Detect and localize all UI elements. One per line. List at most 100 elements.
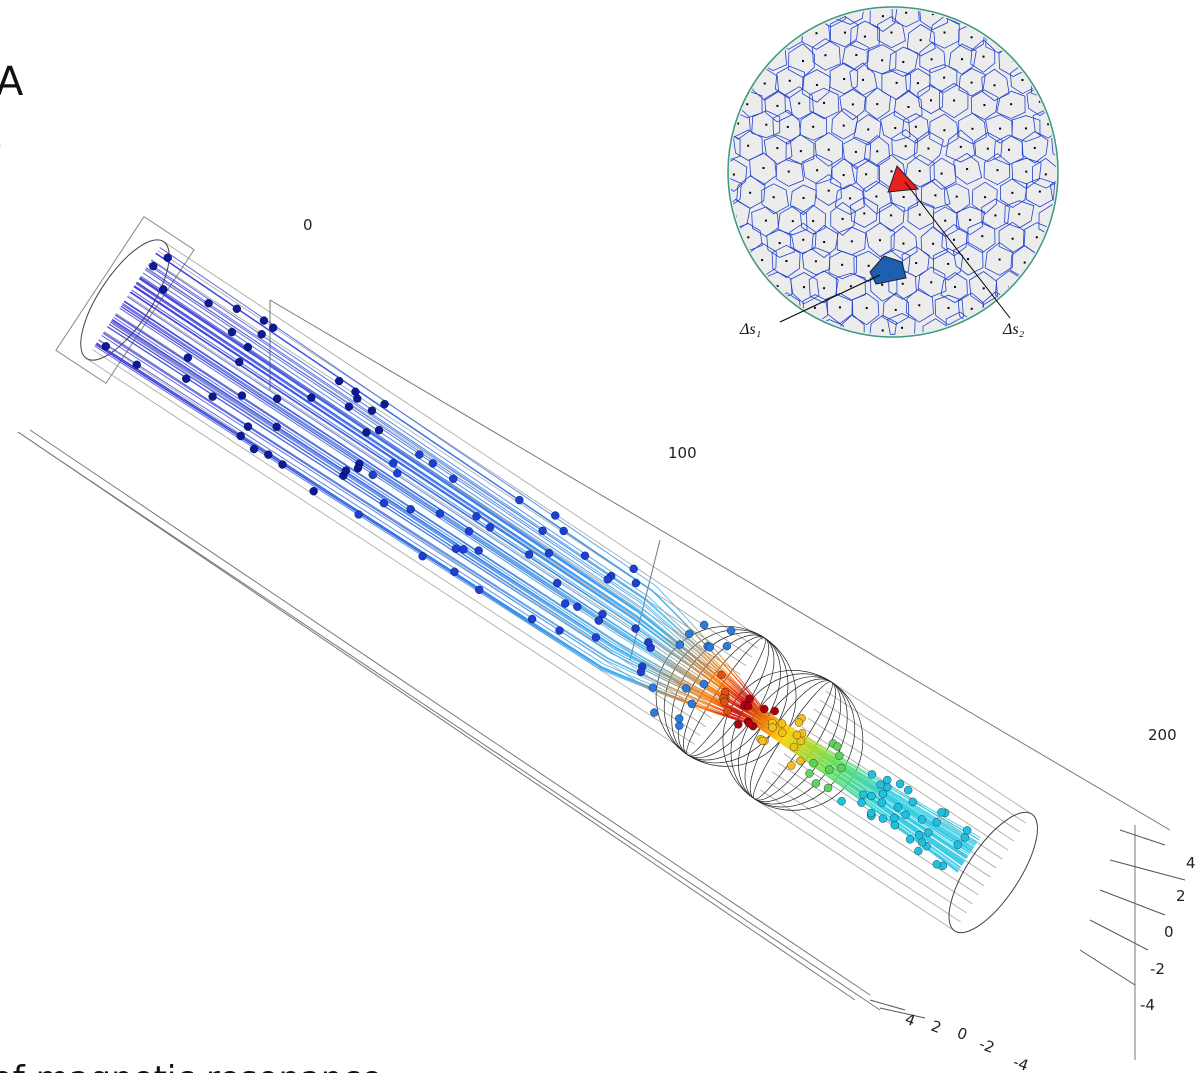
streamline (129, 260, 994, 850)
cell-center (776, 105, 778, 107)
cell-center (902, 283, 904, 285)
cell-center (863, 212, 865, 214)
cell-center (828, 190, 830, 192)
cell-center (864, 36, 866, 38)
cell-center (956, 196, 958, 198)
cell-center (984, 196, 986, 198)
cell-center (983, 287, 985, 289)
cell-center (862, 79, 864, 81)
cell-center (943, 129, 945, 131)
axis-label: 4 (1186, 854, 1196, 872)
cell-center (776, 147, 778, 149)
cell-center (844, 32, 846, 34)
cell-center (773, 196, 775, 198)
cell-center (981, 235, 983, 237)
cell-center (960, 146, 962, 148)
particle (162, 252, 173, 263)
axis-label: 2 (929, 1017, 944, 1037)
cell-center (1010, 103, 1012, 105)
cell-center (890, 32, 892, 34)
particle (379, 399, 390, 410)
cell-center (930, 99, 932, 101)
cell-center (953, 239, 955, 241)
cell-center (816, 84, 818, 86)
cell-center (749, 192, 751, 194)
cell-center (843, 174, 845, 176)
axis-label: 0 (1164, 923, 1174, 941)
streamline (109, 304, 966, 880)
panel-label: A (0, 59, 24, 105)
cell-center (953, 99, 955, 101)
cell-center (902, 61, 904, 63)
cell-center (1024, 262, 1026, 264)
cell-center (996, 169, 998, 171)
voronoi-inset (711, 0, 1079, 365)
cell-center (901, 327, 903, 329)
cell-center (788, 171, 790, 173)
cell-center (917, 82, 919, 84)
cell-center (816, 169, 818, 171)
voronoi-cell (878, 334, 907, 365)
cell-center (1025, 171, 1027, 173)
cell-center (814, 307, 816, 309)
cell-center (919, 170, 921, 172)
axis-label: -2 (977, 1035, 997, 1057)
cell-center (882, 15, 884, 17)
cell-center (1039, 191, 1041, 193)
cell-center (1018, 213, 1020, 215)
cell-center (849, 197, 851, 199)
cell-center (999, 128, 1001, 130)
cell-center (823, 241, 825, 243)
cell-center (1021, 79, 1023, 81)
cell-center (830, 10, 832, 12)
cell-center (1008, 149, 1010, 151)
particle (182, 352, 193, 363)
cell-center (803, 197, 805, 199)
cell-center (918, 304, 920, 306)
cell-center (1036, 236, 1038, 238)
cell-center (944, 31, 946, 33)
cell-center (823, 102, 825, 104)
axis-frame-line (870, 1000, 905, 1010)
cell-center (920, 349, 922, 351)
cell-center (998, 38, 1000, 40)
axis-label: 200 (1148, 726, 1177, 744)
cell-center (881, 59, 883, 61)
cell-center (947, 263, 949, 265)
cell-center (999, 259, 1001, 261)
cell-center (896, 82, 898, 84)
cell-center (907, 106, 909, 108)
streamline (109, 304, 966, 880)
cell-center (890, 214, 892, 216)
streamline (111, 303, 966, 877)
cell-center (823, 287, 825, 289)
cell-center (902, 243, 904, 245)
cell-center (895, 309, 897, 311)
delta-s2-label: Δs₂ (1002, 321, 1025, 338)
tube-edge (104, 331, 706, 728)
cell-center (815, 260, 817, 262)
axis-frame-line (1080, 950, 1135, 985)
axis-label: 4 (903, 1010, 918, 1030)
cell-center (915, 126, 917, 128)
particle (649, 707, 660, 718)
particle (484, 522, 495, 533)
particle (628, 563, 639, 574)
cell-center (1045, 261, 1047, 263)
cell-center (943, 77, 945, 79)
cell-center (802, 239, 804, 241)
axis-frame-line (1110, 860, 1185, 880)
cell-center (959, 326, 961, 328)
cell-center (882, 329, 884, 331)
axis-label: -4 (1011, 1053, 1031, 1073)
delta-s1-label: Δs₁ (739, 321, 761, 338)
cell-center (1011, 192, 1013, 194)
flow-scene (18, 217, 1185, 1060)
cell-center (919, 214, 921, 216)
cell-center (931, 58, 933, 60)
voronoi-cell (909, 333, 935, 364)
cell-center (954, 286, 956, 288)
cell-center (843, 125, 845, 127)
cell-center (971, 308, 973, 310)
cell-center (812, 220, 814, 222)
